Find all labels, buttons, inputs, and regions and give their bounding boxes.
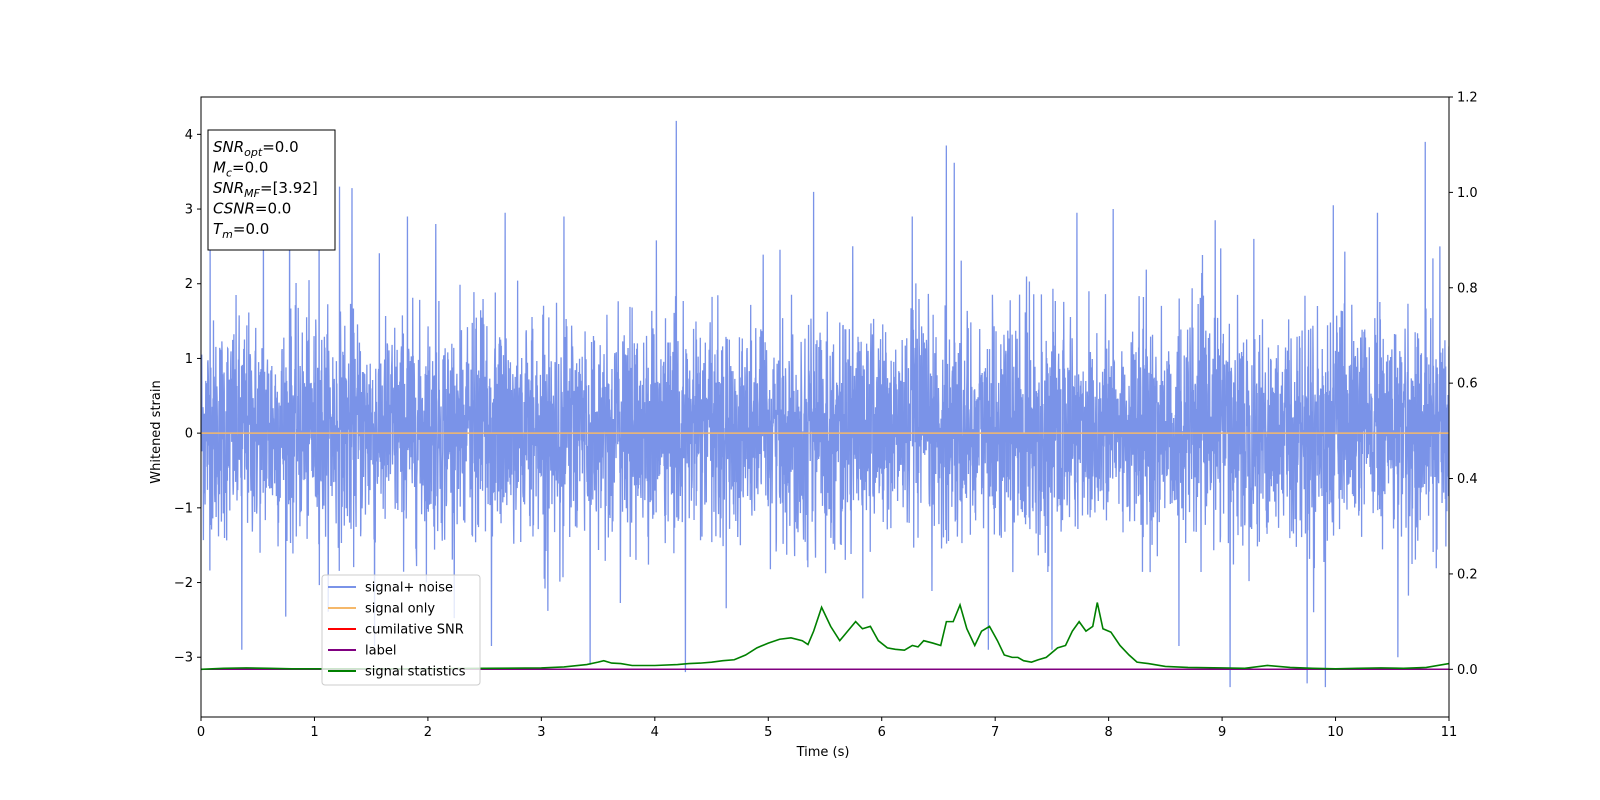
legend-label: signal statistics: [365, 665, 466, 680]
info-line: CSNR=0.0: [213, 200, 291, 218]
info-line: SNRopt=0.0: [213, 138, 299, 159]
y2-tick-label: 0.2: [1457, 567, 1478, 582]
y-tick-label: −3: [174, 651, 193, 666]
y2-tick-label: 0.4: [1457, 472, 1478, 487]
y2-tick-label: 0.6: [1457, 377, 1478, 392]
x-axis-label: Time (s): [796, 745, 850, 760]
x-tick-label: 6: [878, 725, 886, 740]
x-tick-label: 5: [764, 725, 772, 740]
legend-label: cumilative SNR: [365, 623, 464, 638]
x-tick-label: 10: [1327, 725, 1344, 740]
legend-frame: [321, 574, 481, 686]
y-axis-label: Whitened strain: [149, 380, 164, 483]
info-box-frame: [207, 129, 336, 251]
legend-label: signal only: [365, 602, 435, 617]
y-tick-label: 3: [185, 203, 193, 218]
legend: signal+ noise signal only cumilative SNR la…: [321, 574, 481, 686]
y2-tick-label: 1.0: [1457, 186, 1478, 201]
y-tick-label: 4: [185, 128, 193, 143]
axes: 0 1 2 3 4 5 6 7 8 9 10 11 −3 −2 −1 0 1 2 3 4 0.0 0.2 0.4 0.6 0.8…: [174, 91, 1478, 741]
x-tick-label: 9: [1218, 725, 1226, 740]
x-tick-label: 8: [1104, 725, 1112, 740]
y-tick-label: −2: [174, 576, 193, 591]
x-tick-label: 4: [651, 725, 659, 740]
x-tick-label: 2: [424, 725, 432, 740]
axes-frame: [200, 96, 1450, 718]
series-line-4: [201, 602, 1449, 671]
x-tick-label: 1: [310, 725, 318, 740]
info-line: Tm=0.0: [213, 220, 269, 241]
y2-tick-label: 0.8: [1457, 281, 1478, 296]
y-tick-label: 2: [185, 277, 193, 292]
series-signal-noise-line: [201, 120, 1449, 688]
y-tick-label: −1: [174, 501, 193, 516]
x-tick-label: 0: [197, 725, 205, 740]
y-tick-label: 1: [185, 352, 193, 367]
info-line: SNRMF=[3.92]: [213, 179, 318, 200]
legend-label: label: [365, 644, 396, 659]
y-tick-label: 0: [185, 427, 193, 442]
x-tick-label: 7: [991, 725, 999, 740]
x-tick-label: 11: [1441, 725, 1458, 740]
info-line: Mc=0.0: [213, 159, 268, 180]
legend-label: signal+ noise: [365, 581, 453, 596]
y2-tick-label: 1.2: [1457, 91, 1478, 106]
y2-tick-label: 0.0: [1457, 663, 1478, 678]
x-tick-label: 3: [537, 725, 545, 740]
